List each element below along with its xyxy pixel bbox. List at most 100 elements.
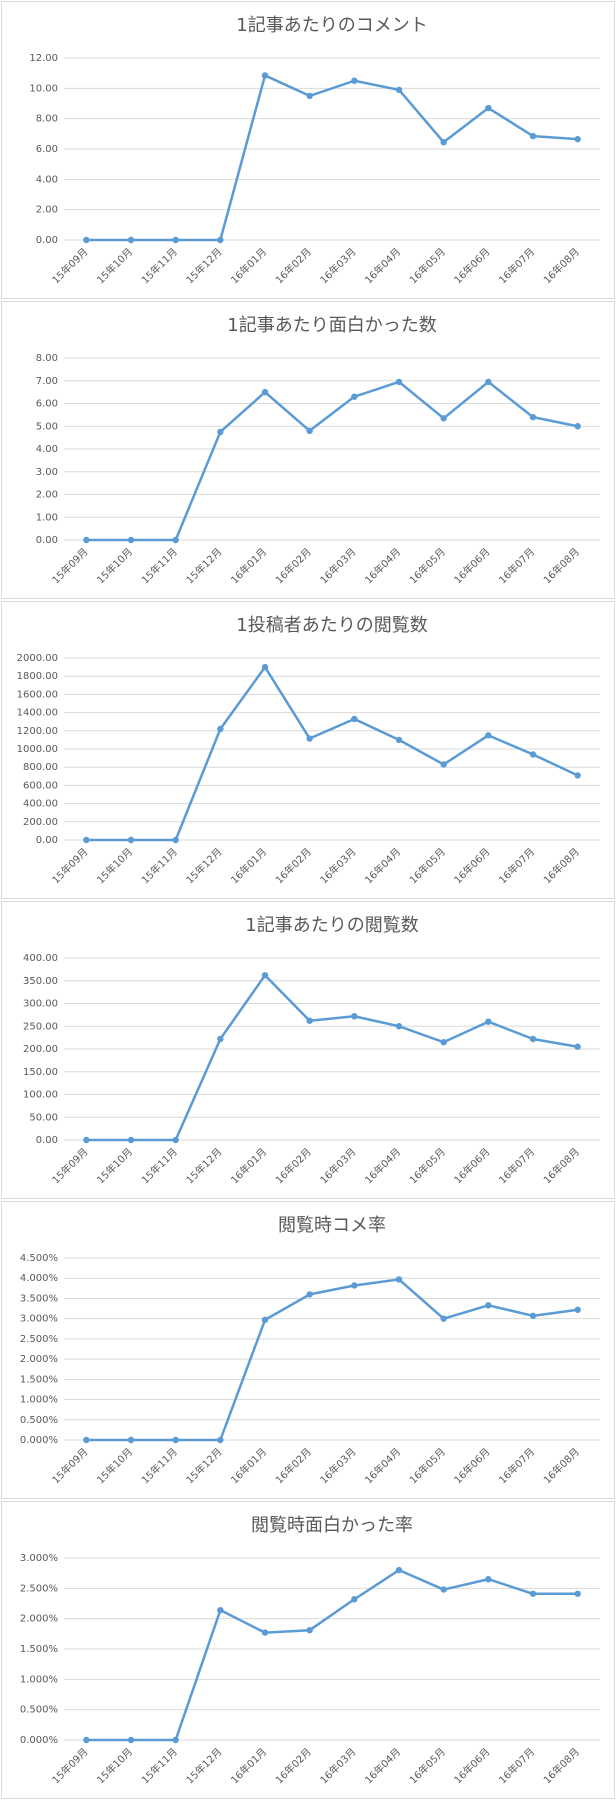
line — [86, 380, 578, 542]
point — [261, 663, 269, 671]
y-tick-label: 3.000% — [20, 1553, 58, 1564]
y-tick-label: 3.500% — [20, 1293, 58, 1304]
point — [351, 715, 358, 723]
y-tick-label: 8.00 — [36, 353, 58, 364]
point — [306, 1626, 313, 1634]
chart-frame — [1, 1, 615, 299]
chart: 1投稿者あたりの閲覧数 0.00 200.00 400.00 600.00 800.00 1… — [1, 601, 615, 899]
point — [172, 536, 179, 544]
point — [83, 1736, 90, 1744]
y-tick-label: 0.000% — [20, 1735, 58, 1746]
y-tick-label: 2.000% — [20, 1614, 58, 1625]
y-tick-label: 800.00 — [23, 762, 58, 773]
point — [529, 1312, 537, 1320]
y-tick-label: 2.500% — [20, 1583, 58, 1594]
point — [306, 1291, 313, 1298]
point — [261, 1629, 269, 1636]
y-tick-label: 200.00 — [23, 1044, 58, 1055]
point — [574, 772, 581, 779]
y-tick-label: 400.00 — [23, 799, 58, 810]
chart: 1記事あたり面白かった数 0.00 1.00 2.00 3.00 4.00 5.00 6.00… — [1, 301, 615, 599]
point — [529, 1035, 537, 1043]
point — [351, 77, 358, 84]
y-tick-label: 10.00 — [29, 83, 58, 94]
y-tick-label: 1.000% — [20, 1395, 58, 1406]
point — [440, 761, 447, 768]
point — [351, 1282, 358, 1289]
point — [395, 1566, 403, 1574]
point — [217, 1606, 224, 1614]
point — [127, 1736, 135, 1744]
point — [485, 732, 492, 739]
point — [172, 1136, 179, 1144]
point — [217, 428, 224, 436]
y-tick-label: 1.500% — [20, 1644, 58, 1655]
point — [261, 388, 269, 396]
point — [172, 236, 179, 244]
point — [529, 1590, 537, 1597]
y-tick-label: 1.00 — [36, 512, 58, 523]
point — [306, 735, 313, 742]
y-tick-label: 100.00 — [23, 1090, 58, 1101]
point — [306, 427, 313, 434]
y-tick-label: 0.000% — [20, 1435, 58, 1446]
point — [529, 413, 537, 421]
y-tick-label: 2.00 — [36, 490, 58, 501]
point — [217, 725, 224, 733]
line — [86, 974, 578, 1142]
chart: 1記事あたりの閲覧数 0.00 50.00 100.00 150.00 200.00 250… — [1, 901, 615, 1199]
point — [395, 86, 403, 94]
y-tick-label: 200.00 — [23, 817, 58, 828]
point — [83, 236, 90, 244]
point — [485, 1018, 492, 1025]
point — [217, 1436, 224, 1444]
y-tick-label: 300.00 — [23, 999, 58, 1010]
chart-title: 閲覧時面白かった率 — [251, 1515, 413, 1536]
y-tick-label: 1400.00 — [17, 708, 58, 719]
point — [172, 836, 179, 844]
y-tick-label: 5.00 — [36, 421, 58, 432]
point — [574, 135, 581, 143]
point — [395, 1023, 403, 1030]
point — [529, 751, 537, 758]
point — [127, 1136, 135, 1144]
point — [306, 92, 313, 100]
chart: 閲覧時面白かった率 0.000% 0.500% 1.000% 1.500% 2.000% 2… — [1, 1501, 615, 1799]
point — [83, 536, 90, 544]
line — [86, 74, 578, 242]
y-tick-label: 0.00 — [36, 1135, 58, 1146]
y-tick-label: 1600.00 — [17, 689, 58, 700]
line — [86, 665, 579, 842]
line — [86, 1568, 578, 1742]
point — [440, 415, 447, 422]
point — [217, 1035, 224, 1043]
point — [127, 1436, 135, 1444]
y-tick-label: 0.00 — [36, 235, 58, 246]
y-tick-label: 12.00 — [29, 53, 58, 64]
y-tick-label: 600.00 — [23, 780, 58, 791]
y-tick-label: 2.500% — [20, 1334, 58, 1345]
y-tick-label: 1200.00 — [17, 726, 58, 737]
y-tick-label: 350.00 — [23, 976, 58, 987]
y-tick-label: 3.00 — [36, 467, 58, 478]
y-tick-label: 150.00 — [23, 1067, 58, 1078]
point — [485, 378, 492, 386]
y-tick-label: 2000.00 — [17, 653, 58, 664]
y-tick-label: 1800.00 — [17, 671, 58, 682]
point — [485, 104, 492, 112]
point — [261, 1316, 269, 1324]
chart-title: 1投稿者あたりの閲覧数 — [236, 615, 427, 636]
point — [574, 1306, 581, 1313]
y-tick-label: 1000.00 — [17, 744, 58, 755]
y-tick-label: 0.00 — [36, 835, 58, 846]
point — [261, 72, 269, 79]
y-tick-label: 50.00 — [29, 1112, 58, 1123]
point — [574, 1590, 581, 1597]
point — [485, 1576, 492, 1583]
chart-title: 1記事あたりのコメント — [236, 15, 427, 36]
point — [485, 1302, 492, 1309]
point — [351, 393, 358, 400]
point — [574, 1043, 581, 1050]
y-tick-label: 2.00 — [36, 205, 58, 216]
